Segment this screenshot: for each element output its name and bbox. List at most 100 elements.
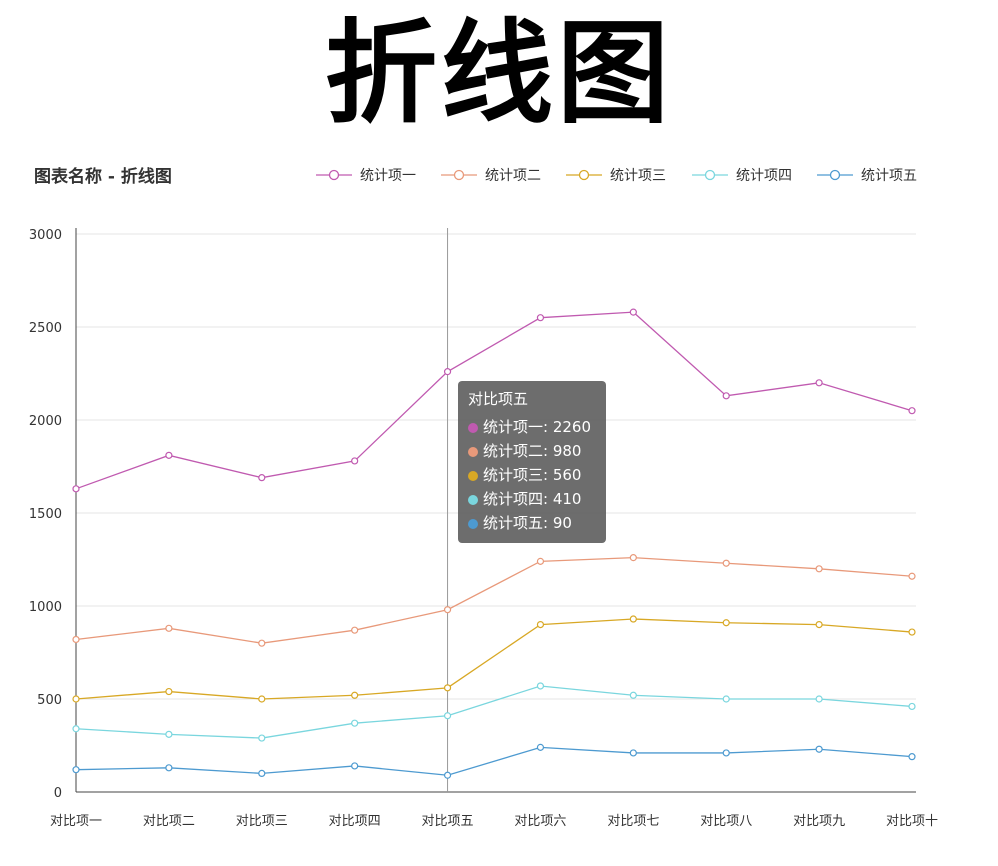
data-point[interactable] [165,687,173,696]
data-point[interactable] [351,719,359,727]
chart-title: 图表名称 - 折线图 [34,166,172,187]
legend-label: 统计项五 [861,168,917,184]
data-point[interactable] [443,712,452,720]
x-tick-label: 对比项三 [236,814,288,829]
tooltip-value: 560 [552,466,582,484]
data-point[interactable] [536,682,545,690]
tooltip-value: 410 [552,490,582,508]
legend-label: 统计项四 [736,168,792,184]
data-point[interactable] [536,620,545,629]
data-point[interactable] [722,695,730,703]
data-point[interactable] [258,639,266,647]
x-tick-label: 对比项九 [793,814,845,829]
data-point[interactable] [443,771,452,779]
y-tick-label: 2500 [29,321,62,336]
data-point[interactable] [815,379,823,387]
tooltip-label: 统计项二: [483,442,549,460]
y-tick-label: 2000 [29,414,62,429]
data-point[interactable] [908,628,916,636]
data-point[interactable] [722,619,730,627]
tooltip-label: 统计项三: [483,466,549,484]
data-point[interactable] [629,749,637,757]
data-point[interactable] [815,565,823,573]
tooltip-label: 统计项五: [483,514,549,532]
data-point[interactable] [908,753,916,761]
data-point[interactable] [72,766,80,774]
data-point[interactable] [258,769,266,778]
x-tick-label: 对比项八 [700,814,752,829]
data-point[interactable] [72,485,80,493]
x-axis-ticks: 对比项一 对比项二 对比项三 对比项四 对比项五 对比项六 对比项七 对比项八 对比项九 对比项十 [50,814,938,829]
series-1-dot-icon [468,422,478,433]
data-point[interactable] [629,615,637,623]
data-point[interactable] [536,743,545,751]
tooltip-title: 对比项五 [468,390,529,408]
series-5[interactable] [72,743,916,779]
legend-item[interactable]: 统计项四 [692,168,792,184]
data-point[interactable] [815,745,823,753]
data-point[interactable] [908,572,916,580]
tooltip-value: 980 [552,442,582,460]
y-tick-label: 1000 [29,600,62,615]
data-point[interactable] [258,695,266,703]
tooltip: 对比项五 统计项一: 2260 统计项二: 980 统计项三: 560 统计项四… [458,381,606,543]
data-point[interactable] [815,620,823,629]
data-point[interactable] [72,695,80,703]
data-point[interactable] [443,684,452,692]
data-point[interactable] [258,734,266,742]
tooltip-value: 90 [552,514,572,532]
data-point[interactable] [165,764,173,772]
data-point[interactable] [165,451,173,459]
legend-item[interactable]: 统计项一 [316,168,416,184]
legend-marker-icon [328,169,340,181]
data-point[interactable] [629,691,637,699]
data-point[interactable] [536,314,545,322]
data-point[interactable] [722,392,730,400]
tooltip-value: 2260 [552,418,592,436]
data-point[interactable] [72,635,80,644]
legend-marker-icon [453,169,465,181]
series-2[interactable] [72,554,916,647]
data-point[interactable] [908,702,916,711]
data-point[interactable] [443,606,452,614]
data-point[interactable] [351,457,359,465]
series-group[interactable] [72,308,916,779]
data-point[interactable] [722,559,730,567]
y-tick-label: 3000 [29,228,62,243]
data-point[interactable] [722,749,730,757]
legend-item[interactable]: 统计项三 [566,168,666,184]
tooltip-row: 统计项三: 560 [468,463,596,487]
tooltip-row: 统计项一: 2260 [468,415,596,439]
legend-marker-icon [578,169,590,181]
tooltip-label: 统计项四: [483,490,549,508]
legend-label: 统计项三 [610,168,666,184]
series-4[interactable] [72,682,916,742]
data-point[interactable] [165,730,173,738]
series-line [75,556,913,644]
data-point[interactable] [815,695,823,703]
data-point[interactable] [72,725,80,733]
tooltip-row: 统计项二: 980 [468,439,596,463]
data-point[interactable] [629,308,637,316]
data-point[interactable] [536,557,545,565]
data-point[interactable] [351,691,359,699]
data-point[interactable] [165,624,173,632]
series-5-dot-icon [468,518,478,529]
data-point[interactable] [443,368,452,376]
data-point[interactable] [351,626,359,634]
data-point[interactable] [351,762,359,770]
data-point[interactable] [258,474,266,482]
legend-item[interactable]: 统计项二 [441,168,541,184]
data-point[interactable] [908,407,916,415]
y-axis-ticks: 0 500 1000 1500 2000 2500 3000 [29,228,62,801]
tooltip-label: 统计项一: [483,418,549,436]
y-tick-label: 0 [54,786,62,801]
legend-marker-icon [829,169,841,181]
x-tick-label: 对比项六 [514,814,566,829]
series-3[interactable] [72,615,916,703]
legend-item[interactable]: 统计项五 [817,168,917,184]
tooltip-row: 统计项五: 90 [468,511,596,535]
data-point[interactable] [629,554,637,562]
series-1[interactable] [72,308,916,493]
